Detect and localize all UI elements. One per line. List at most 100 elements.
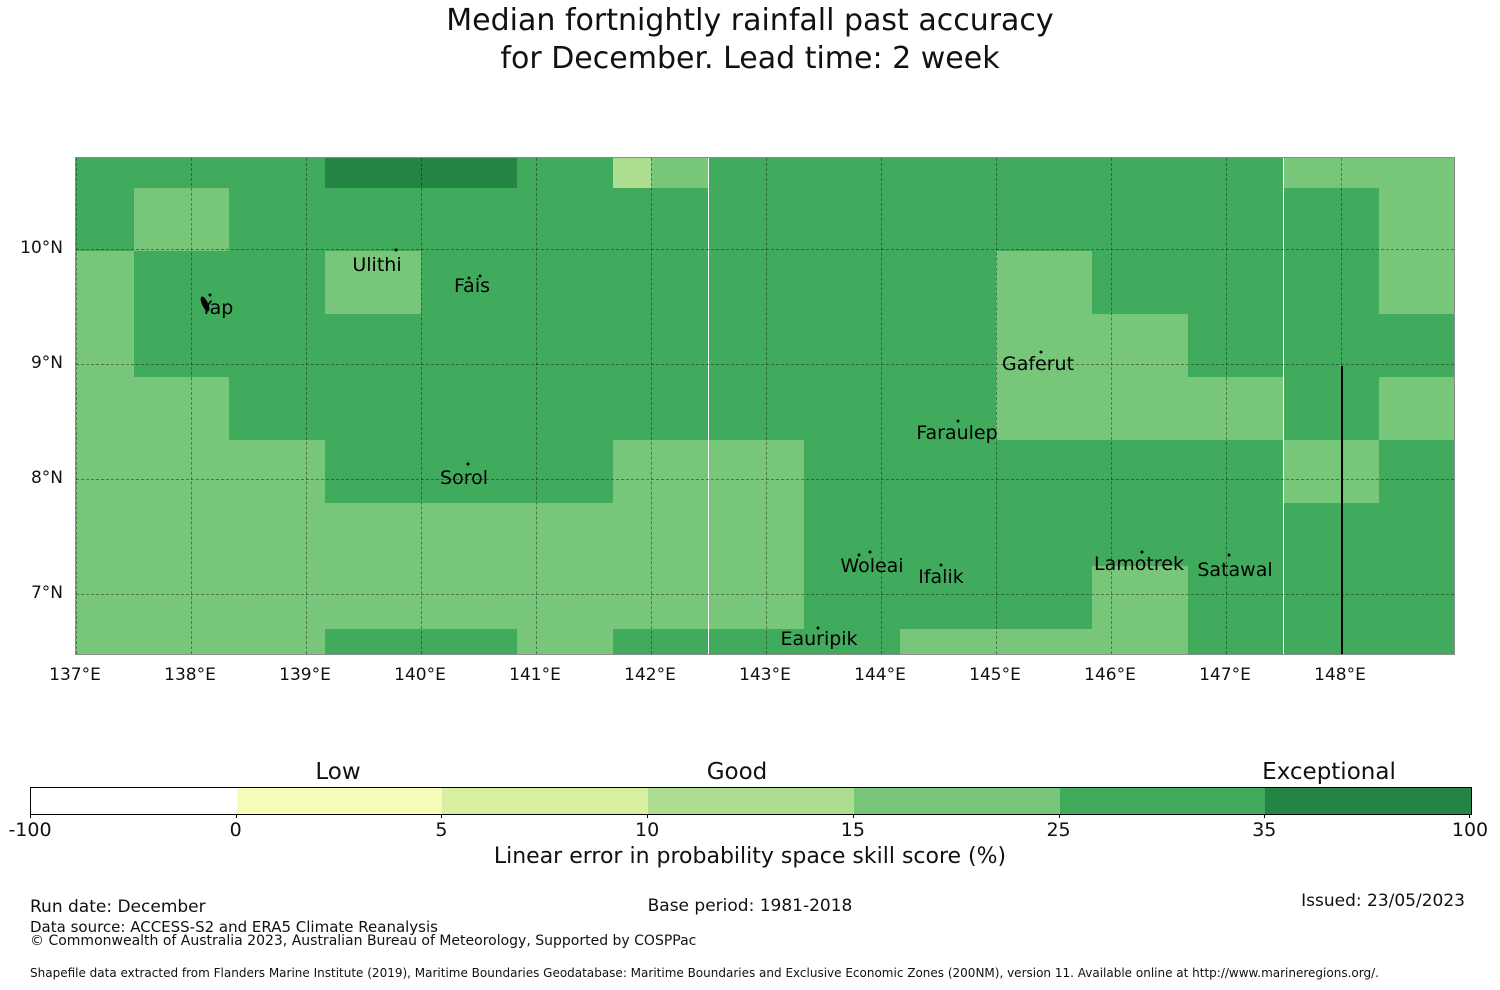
grid-cell bbox=[229, 251, 326, 314]
grid-cell bbox=[804, 566, 901, 629]
meridian-gridline bbox=[996, 158, 997, 654]
island-label: Fais bbox=[453, 275, 491, 297]
grid-cell bbox=[133, 440, 230, 503]
grid-cell bbox=[133, 314, 230, 377]
meridian-gridline bbox=[1226, 158, 1227, 654]
colorbar-tick-mark bbox=[1264, 814, 1266, 818]
colorbar-segment bbox=[853, 788, 1060, 814]
x-tick-label: 139°E bbox=[279, 665, 331, 685]
grid-cell bbox=[76, 566, 134, 629]
meridian-gridline bbox=[1111, 158, 1112, 654]
grid-cell bbox=[900, 377, 996, 440]
colorbar-segment bbox=[1265, 788, 1472, 814]
colorbar-category-label: Low bbox=[315, 759, 361, 785]
grid-cell bbox=[1283, 629, 1380, 654]
island-dot bbox=[939, 563, 943, 567]
meridian-gridline bbox=[536, 158, 537, 654]
grid-cell bbox=[76, 629, 134, 654]
grid-cell bbox=[1091, 440, 1188, 503]
grid-cell bbox=[516, 314, 613, 377]
island-dot bbox=[208, 293, 212, 297]
grid-cell bbox=[421, 440, 517, 503]
grid-cell bbox=[133, 188, 230, 251]
grid-cell bbox=[133, 377, 230, 440]
island-layer: Yap Ulithi Fais Gaferut Faraulep Sorol Woleai I… bbox=[76, 158, 1454, 654]
grid-cell bbox=[1187, 440, 1284, 503]
grid-cell bbox=[1187, 251, 1284, 314]
parallel-gridline bbox=[76, 594, 1454, 595]
colorbar-category-label: Good bbox=[706, 759, 768, 785]
grid-cell bbox=[804, 158, 901, 188]
grid-cell bbox=[708, 188, 805, 251]
grid-cell bbox=[612, 629, 709, 654]
island-label: Lamotrek bbox=[1094, 553, 1184, 575]
grid-cell bbox=[708, 251, 805, 314]
grid-cell bbox=[996, 503, 1092, 566]
colorbar bbox=[30, 787, 1472, 815]
grid-cell bbox=[325, 158, 421, 188]
island-label: Eauripik bbox=[780, 628, 858, 650]
grid-cell bbox=[325, 314, 421, 377]
grid-cell bbox=[421, 188, 517, 251]
grid-cell bbox=[996, 251, 1092, 314]
grid-cell bbox=[996, 158, 1092, 188]
grid-cell bbox=[1283, 314, 1380, 377]
grid-cell bbox=[325, 251, 421, 314]
grid-cell bbox=[804, 377, 901, 440]
grid-cell bbox=[708, 377, 805, 440]
grid-cell bbox=[900, 188, 996, 251]
colorbar-tick-mark bbox=[1058, 814, 1060, 818]
grid-cell bbox=[1187, 629, 1284, 654]
grid-cell bbox=[229, 314, 326, 377]
grid-cell bbox=[1091, 377, 1188, 440]
colorbar-tick-mark bbox=[852, 814, 854, 818]
map-plot-area: Yap Ulithi Fais Gaferut Faraulep Sorol Woleai I… bbox=[75, 157, 1455, 655]
grid-cell bbox=[229, 566, 326, 629]
grid-cell bbox=[76, 503, 134, 566]
island-dot bbox=[394, 248, 398, 252]
grid-cell bbox=[708, 314, 805, 377]
grid-cell bbox=[1379, 629, 1454, 654]
grid-cell bbox=[900, 158, 996, 188]
x-tick-label: 140°E bbox=[394, 665, 446, 685]
grid-cell bbox=[1187, 314, 1284, 377]
island-label: Yap bbox=[200, 297, 234, 319]
grid-cell bbox=[1379, 314, 1454, 377]
grid-cell bbox=[996, 566, 1092, 629]
grid-cell bbox=[1187, 377, 1284, 440]
colorbar-tick-mark bbox=[30, 814, 31, 818]
island-dot bbox=[478, 274, 482, 278]
meridian-gridline bbox=[421, 158, 422, 654]
grid-cell bbox=[612, 440, 709, 503]
grid-cell bbox=[900, 629, 996, 654]
colorbar-tick-label: 35 bbox=[1252, 819, 1277, 841]
grid-cell bbox=[421, 566, 517, 629]
grid-cell bbox=[900, 314, 996, 377]
meridian-gridline bbox=[651, 158, 652, 654]
data-source-text: Data source: ACCESS-S2 and ERA5 Climate … bbox=[30, 918, 438, 936]
grid-cell bbox=[1379, 188, 1454, 251]
grid-cell bbox=[1091, 566, 1188, 629]
grid-cell bbox=[1187, 503, 1284, 566]
issued-date-text: Issued: 23/05/2023 bbox=[1301, 891, 1465, 911]
grid-cell bbox=[804, 188, 901, 251]
meridian-gridline bbox=[306, 158, 307, 654]
grid-cell bbox=[996, 440, 1092, 503]
x-tick-label: 145°E bbox=[969, 665, 1021, 685]
grid-cell bbox=[421, 503, 517, 566]
grid-cell bbox=[1187, 158, 1284, 188]
grid-cell bbox=[804, 314, 901, 377]
island-dot bbox=[1140, 550, 1144, 554]
meridian-gridline bbox=[766, 158, 767, 654]
island-dot bbox=[467, 276, 471, 280]
grid-cell bbox=[76, 188, 134, 251]
colorbar-tick-label: 25 bbox=[1046, 819, 1071, 841]
grid-cell bbox=[900, 440, 996, 503]
grid-cell bbox=[76, 377, 134, 440]
grid-cell bbox=[708, 440, 805, 503]
colorbar-axis-label: Linear error in probability space skill … bbox=[493, 844, 1007, 869]
grid-cell bbox=[708, 629, 805, 654]
x-tick-label: 146°E bbox=[1084, 665, 1136, 685]
colorbar-segment bbox=[31, 788, 237, 814]
meridian-gridline bbox=[191, 158, 192, 654]
